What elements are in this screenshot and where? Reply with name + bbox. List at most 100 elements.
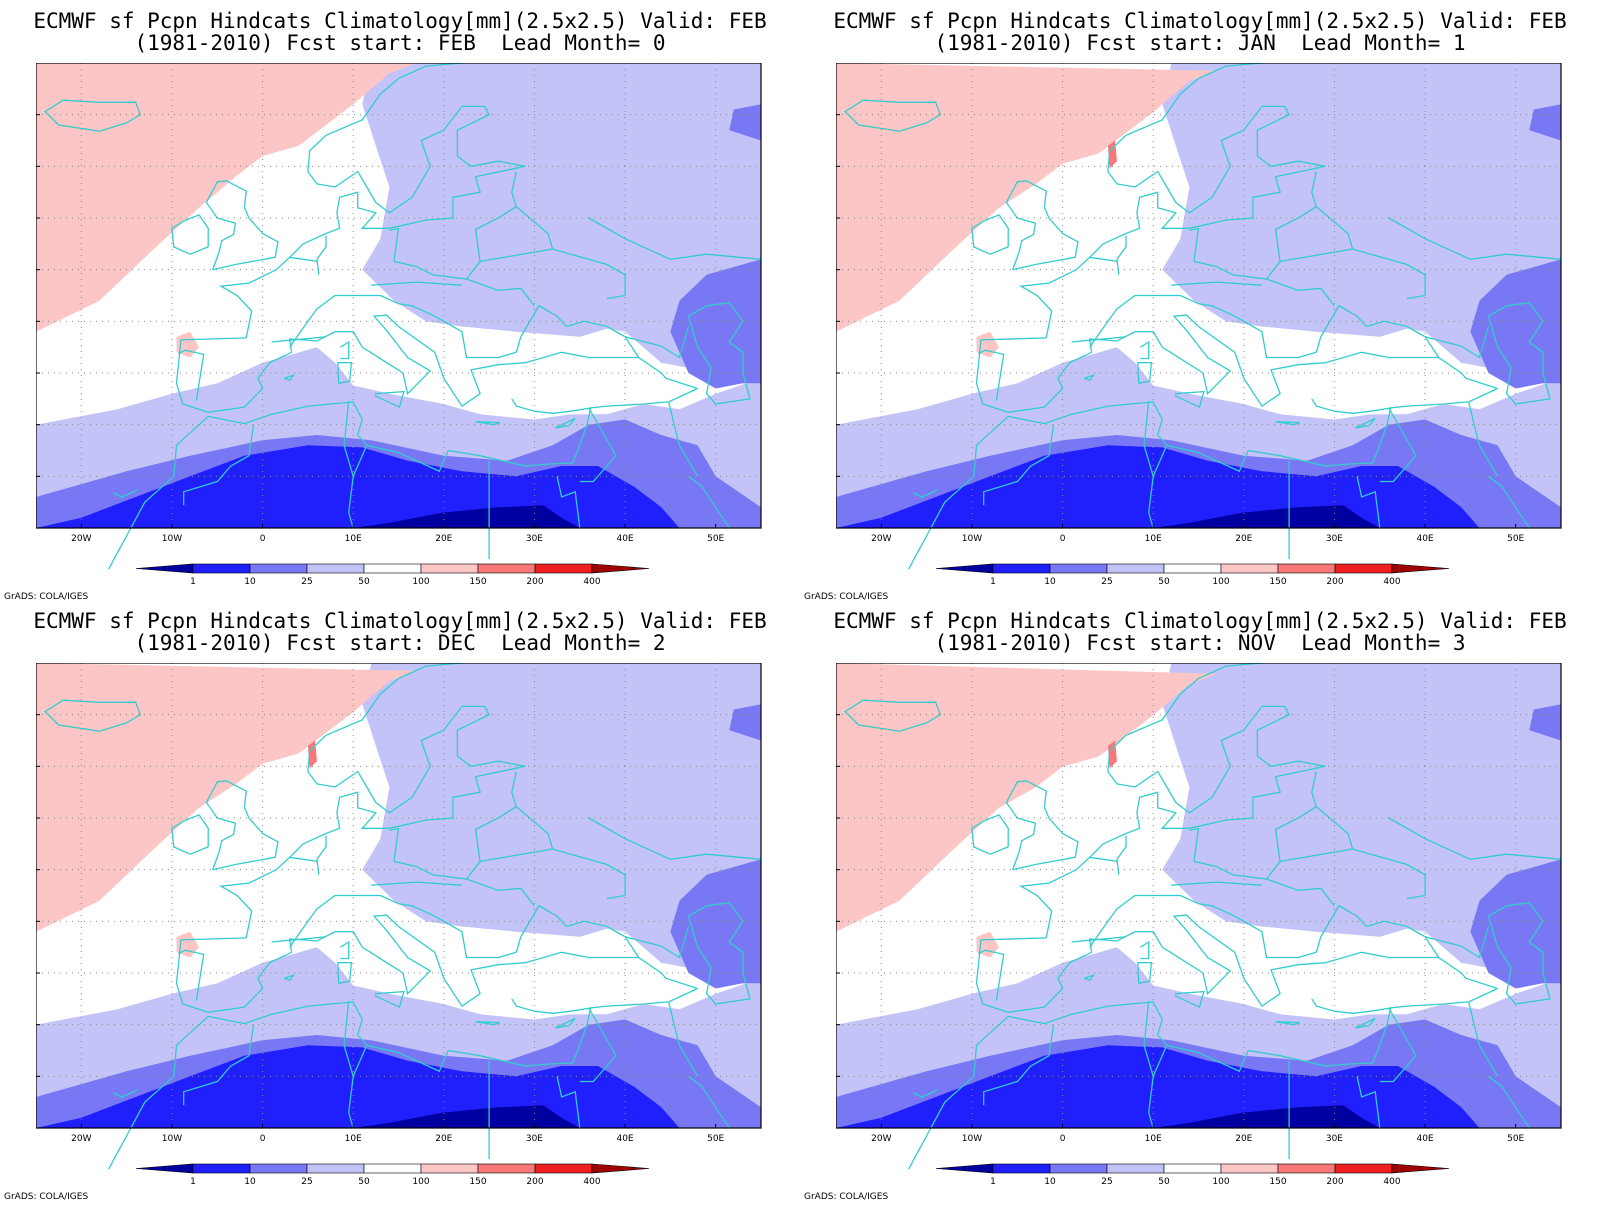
coastline-segment <box>44 699 141 732</box>
coastline-segment <box>178 349 205 401</box>
coastline-segment <box>1107 63 1263 214</box>
coastline-segment <box>1005 780 1079 871</box>
coastline-segment <box>971 214 1009 255</box>
field-10-25-east <box>1470 859 1561 989</box>
field-10-25-ne <box>1529 704 1561 741</box>
colorbar-segment <box>249 1163 308 1174</box>
lon-tick-label: 10W <box>162 1134 182 1144</box>
colorbar: 1 10 25 50 100 150 200 400 <box>135 1163 650 1187</box>
coastline-segment <box>907 998 1392 1170</box>
colorbar-segment <box>1220 1163 1279 1174</box>
panel-title: ECMWF sf Pcpn Hindcats Climatology[mm](2… <box>833 9 1567 33</box>
colorbar-arrow-right <box>591 1163 650 1174</box>
field-below-1 <box>1153 1105 1380 1128</box>
field-100-150 <box>36 663 417 932</box>
lon-tick-label: 30E <box>1326 534 1343 544</box>
field-150-200 <box>307 740 317 769</box>
coastline-segment <box>1424 926 1490 959</box>
colorbar-arrow-left <box>935 1163 994 1174</box>
coastline-segment <box>1189 227 1200 262</box>
coastlines <box>44 63 762 570</box>
lon-tick-label: 20E <box>1235 1134 1252 1144</box>
colorbar-label: 1 <box>990 1177 996 1187</box>
colorbar-label: 400 <box>1383 577 1400 587</box>
map-fields <box>836 63 1561 528</box>
lon-tick-label: 0 <box>260 534 266 544</box>
coastline-segment <box>289 894 517 959</box>
coastline-segment <box>393 171 518 280</box>
lon-tick-label: 10E <box>1145 1134 1162 1144</box>
colorbar-label: 100 <box>1212 1177 1229 1187</box>
coastline-segment <box>556 1076 581 1129</box>
coastline-segment <box>107 998 592 1170</box>
coastline-segment <box>1275 1020 1301 1026</box>
coastline-segment <box>1071 936 1127 943</box>
coastline-segment <box>1438 956 1498 990</box>
map-frame <box>36 663 762 1129</box>
precip-map: 25N30N35N40N45N50N55N60N65N70N20W10W010E… <box>36 663 762 1187</box>
coastline-segment <box>638 356 698 390</box>
map-fields <box>36 63 761 528</box>
colorbar-label: 150 <box>469 1177 486 1187</box>
coastline-segment <box>1071 336 1127 343</box>
coastline-segment <box>218 105 526 339</box>
colorbar-segment <box>534 563 593 574</box>
colorbar-label: 1 <box>190 1177 196 1187</box>
coastline-segment <box>1388 987 1498 1009</box>
colorbar-segment <box>477 1163 536 1174</box>
coastline-segment <box>1174 390 1205 409</box>
lon-tick-label: 0 <box>1060 1134 1066 1144</box>
field-10-25-ne <box>729 704 761 741</box>
field-below-1 <box>1153 505 1380 528</box>
coastline-segment <box>1388 817 1562 860</box>
coastline-segment <box>183 1024 255 1106</box>
coastline-segment <box>343 1000 354 1129</box>
coastline-segment <box>687 902 751 1005</box>
field-10-25-ne <box>1529 104 1561 141</box>
lon-tick-label: 10W <box>962 1134 982 1144</box>
coastline-segment <box>1266 278 1335 307</box>
grads-credit: GrADS: COLA/IGES <box>4 592 89 602</box>
coastline-segment <box>289 856 317 863</box>
colorbar-segment <box>192 563 251 574</box>
lon-tick-label: 40E <box>616 534 633 544</box>
colorbar-segment <box>306 563 365 574</box>
colorbar-label: 25 <box>1101 1177 1112 1187</box>
field-25-50-north <box>362 63 761 379</box>
coastline-segment <box>1143 1000 1154 1129</box>
field-150-200 <box>1107 740 1117 769</box>
colorbar-segment <box>1163 563 1222 574</box>
lon-tick-label: 20W <box>871 534 891 544</box>
map-fields <box>836 663 1561 1128</box>
field-150-200 <box>1107 140 1117 169</box>
precip-map: 25N30N35N40N45N50N55N60N65N70N20W10W010E… <box>36 63 762 587</box>
grid-lines <box>836 63 1561 528</box>
field-25-50-north <box>1162 663 1561 979</box>
coastline-segment <box>175 904 640 1013</box>
colorbar-label: 150 <box>1269 577 1286 587</box>
colorbar-segment <box>1334 1163 1393 1174</box>
map-fields <box>36 663 761 1128</box>
coastline-segment <box>978 949 1005 1001</box>
coastline-segment <box>289 256 317 263</box>
lon-tick-label: 40E <box>1416 1134 1433 1144</box>
coastline-segment <box>844 99 941 132</box>
coastline-segment <box>284 373 296 381</box>
colorbar-label: 50 <box>1158 1177 1170 1187</box>
coastline-segment <box>1356 1076 1381 1129</box>
coastlines <box>844 63 1562 570</box>
colorbar-segment <box>992 563 1051 574</box>
colorbar-label: 150 <box>1269 1177 1286 1187</box>
field-10-25-east <box>1470 259 1561 389</box>
coastline-segment <box>1140 940 1150 960</box>
coastline-segment <box>1018 105 1326 339</box>
coastlines <box>844 663 1562 1170</box>
coastline-segment <box>175 304 640 413</box>
coastline-segment <box>1488 475 1530 529</box>
coastline-segment <box>1137 362 1153 384</box>
coastline-segment <box>475 420 501 426</box>
coastline-segment <box>1355 417 1376 429</box>
coastline-segment <box>1355 1017 1376 1029</box>
lon-tick-label: 20W <box>71 534 91 544</box>
colorbar-label: 1 <box>190 577 196 587</box>
